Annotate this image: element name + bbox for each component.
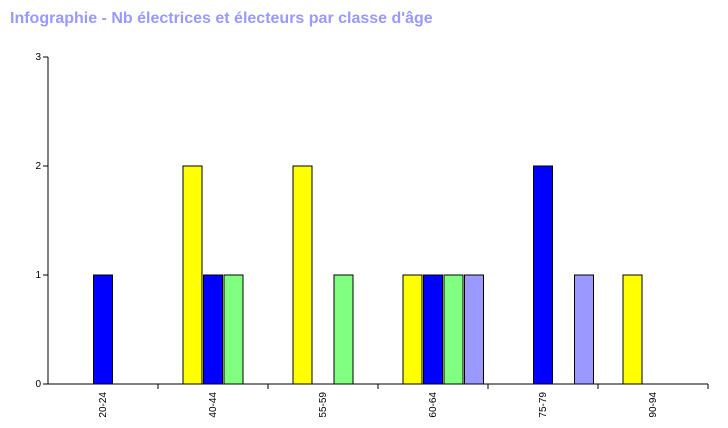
x-tick-label: 60-64 bbox=[428, 392, 439, 418]
x-axis: 20-24 40-44 55-59 60-64 75-79 90-94 bbox=[98, 384, 709, 418]
x-tick-label: 55-59 bbox=[318, 392, 329, 418]
bar-60-64-series-4 bbox=[464, 274, 484, 385]
bar-55-59-series-1 bbox=[292, 165, 313, 385]
y-tick-label: 1 bbox=[35, 270, 41, 281]
bar-40-44-series-2 bbox=[203, 274, 223, 385]
bar-20-24-series-2 bbox=[93, 274, 113, 385]
bar-75-79-series-2 bbox=[533, 165, 553, 385]
bar-60-64-series-3 bbox=[443, 274, 464, 385]
y-tick-label: 3 bbox=[35, 52, 41, 63]
bar-75-79-series-4 bbox=[574, 274, 594, 385]
bars bbox=[93, 165, 643, 385]
x-tick-label: 40-44 bbox=[208, 392, 219, 418]
x-tick-label: 75-79 bbox=[538, 392, 549, 418]
bar-55-59-series-3 bbox=[333, 274, 354, 385]
y-tick-label: 0 bbox=[35, 379, 41, 390]
bar-90-94-series-1 bbox=[622, 274, 643, 385]
y-tick-label: 2 bbox=[35, 161, 41, 172]
x-tick-label: 20-24 bbox=[98, 392, 109, 418]
bar-60-64-series-1 bbox=[402, 274, 423, 385]
bar-60-64-series-2 bbox=[423, 274, 443, 385]
x-tick-label: 90-94 bbox=[648, 392, 659, 418]
bar-40-44-series-1 bbox=[182, 165, 203, 385]
bar-40-44-series-3 bbox=[223, 274, 244, 385]
y-axis: 0 1 2 3 bbox=[35, 52, 48, 390]
chart-title: Infographie - Nb électrices et électeurs… bbox=[10, 10, 433, 27]
